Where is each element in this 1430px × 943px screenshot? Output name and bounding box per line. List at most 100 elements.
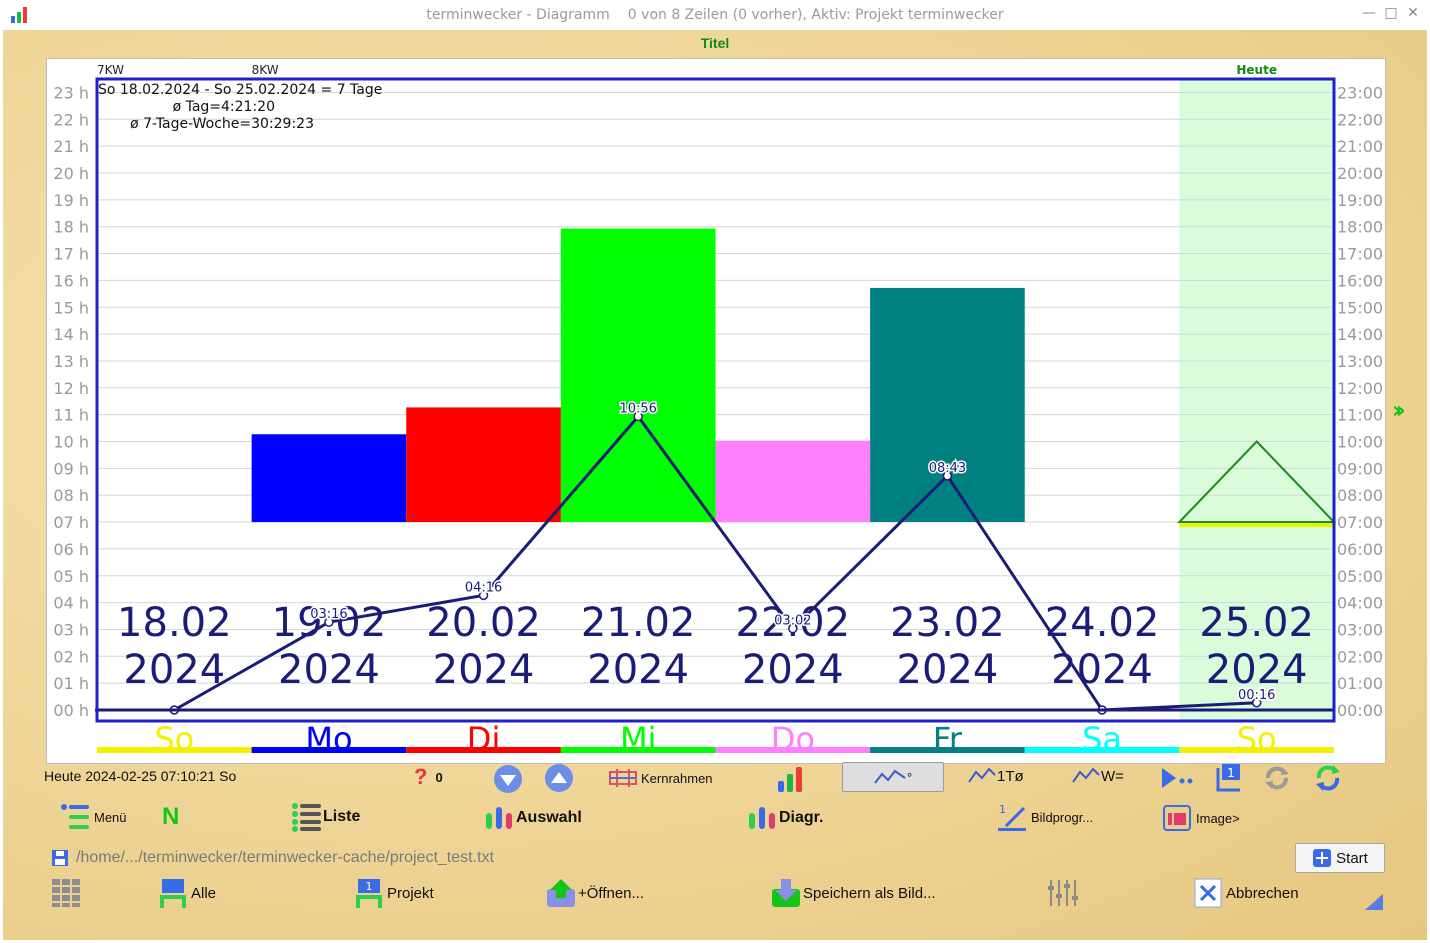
line-mode-label: °	[907, 769, 913, 785]
left-axis-tick: 13 h	[53, 352, 89, 371]
chart-canvas[interactable]: 18.02202419.02202420.02202421.02202422.0…	[47, 59, 1385, 763]
day-date-label: 23.02	[890, 600, 1005, 646]
week-label: 7KW	[97, 63, 124, 77]
menu-button[interactable]: Menü	[60, 803, 127, 831]
cancel-button[interactable]: Abbrechen	[1193, 877, 1299, 909]
help-count-tool[interactable]: ? 0	[414, 764, 443, 790]
day-year-label: 2024	[587, 647, 689, 693]
week-equal-button[interactable]: W=	[1071, 766, 1124, 786]
app-chart-icon	[10, 6, 30, 28]
circle-up-icon	[545, 764, 573, 792]
plus-icon	[1313, 849, 1332, 867]
line-point-label: 03:02	[774, 614, 811, 629]
kernrahmen-label: Kernrahmen	[641, 770, 713, 786]
selection-button[interactable]: Auswahl	[484, 805, 582, 831]
weekday-label: So	[154, 720, 194, 758]
resize-grip-icon[interactable]	[1364, 893, 1384, 915]
scroll-up-button[interactable]	[544, 763, 574, 793]
week-label: 8KW	[252, 63, 279, 77]
refresh-grey-button[interactable]	[1262, 763, 1292, 793]
bar-mo-19-02	[251, 434, 407, 523]
line-point-label: 04:16	[465, 580, 502, 595]
chart-title: Titel	[700, 35, 730, 51]
start-label: Start	[1336, 849, 1368, 867]
left-axis-tick: 10 h	[53, 433, 89, 452]
right-axis-tick: 02:00	[1337, 647, 1383, 666]
oeffnen-label: +Öffnen...	[578, 884, 645, 902]
diagram-mode-button[interactable]	[776, 765, 804, 793]
left-axis-tick: 16 h	[53, 271, 89, 290]
window-title-area: terminwecker - Diagramm 0 von 8 Zeilen (0…	[0, 7, 1430, 23]
file-path: /home/.../terminwecker/terminwecker-cach…	[76, 849, 494, 866]
svg-text:1: 1	[1227, 766, 1235, 780]
weekday-color-strip	[870, 747, 1025, 753]
close-icon[interactable]: ✕	[1407, 5, 1419, 21]
line-graph-icon	[874, 769, 906, 784]
grid-button[interactable]	[51, 878, 81, 908]
question-icon: ?	[414, 764, 428, 789]
bar-chart-icon	[778, 767, 802, 792]
right-axis-tick: 09:00	[1337, 459, 1383, 478]
right-axis-tick: 20:00	[1337, 164, 1383, 183]
right-axis-tick: 22:00	[1337, 110, 1383, 129]
upload-box-icon	[547, 879, 575, 907]
left-axis-tick: 23 h	[53, 83, 89, 102]
svg-text:1: 1	[366, 880, 373, 893]
weekday-label: Mi	[620, 720, 657, 758]
diagram-button[interactable]: Diagr.	[747, 805, 823, 831]
refresh-green-button[interactable]	[1313, 762, 1343, 794]
sync-icon	[1316, 765, 1340, 791]
selection-bars-icon	[486, 807, 512, 829]
start-button[interactable]: Start	[1295, 843, 1385, 873]
bildprogr-label: Bildprogr...	[1031, 809, 1094, 825]
list-view-button[interactable]: Liste	[291, 802, 360, 832]
grid-icon	[52, 879, 80, 907]
diagram-bars-icon	[749, 807, 775, 829]
window-titlebar: terminwecker - Diagramm 0 von 8 Zeilen (0…	[0, 0, 1430, 30]
right-axis-tick: 12:00	[1337, 379, 1383, 398]
kernrahmen-button[interactable]: Kernrahmen	[608, 767, 713, 789]
right-axis-tick: 05:00	[1337, 567, 1383, 586]
line-point-label: 08:43	[929, 461, 966, 476]
line-graph-icon	[1072, 767, 1100, 783]
bar-do-22-02	[715, 440, 871, 523]
line-mode-button[interactable]: °	[842, 762, 944, 792]
save-image-button[interactable]: Speichern als Bild...	[770, 877, 936, 909]
info-day-average: ø Tag=4:21:20	[173, 99, 275, 115]
line-point	[324, 617, 334, 627]
save-disk-icon	[52, 850, 68, 866]
minimize-icon[interactable]: —	[1362, 5, 1376, 21]
list-icon	[292, 803, 321, 832]
weekday-color-strip	[1179, 747, 1334, 753]
calendar-one-button[interactable]: 1	[1214, 762, 1244, 794]
weekday-label: So	[1237, 720, 1277, 758]
all-seat-icon	[160, 879, 186, 908]
maximize-icon[interactable]: □	[1384, 5, 1398, 21]
image-export-button[interactable]: Image>	[1162, 803, 1240, 833]
weekday-label: Mo	[305, 720, 352, 758]
today-shade	[1179, 79, 1334, 721]
project-button[interactable]: 1 Projekt	[354, 877, 434, 909]
w-eq-label: W=	[1101, 767, 1124, 785]
next-page-icon[interactable]: ››	[1392, 396, 1406, 424]
left-axis-tick: 21 h	[53, 137, 89, 156]
day-year-label: 2024	[278, 647, 380, 693]
image-program-button[interactable]: 1 Bildprogr...	[996, 802, 1093, 832]
image-file-icon	[1163, 805, 1191, 831]
info-range: So 18.02.2024 - So 25.02.2024 = 7 Tage	[98, 82, 382, 98]
left-axis-tick: 01 h	[53, 674, 89, 693]
left-axis-tick: 05 h	[53, 567, 89, 586]
day-year-label: 2024	[897, 647, 999, 693]
alle-label: Alle	[191, 884, 217, 902]
play-button[interactable]	[1160, 766, 1194, 790]
open-button[interactable]: +Öffnen...	[545, 877, 644, 909]
duration-line	[173, 414, 1257, 712]
left-axis-tick: 15 h	[53, 298, 89, 317]
scroll-down-button[interactable]	[493, 764, 523, 794]
left-axis-tick: 08 h	[53, 486, 89, 505]
right-axis-tick: 11:00	[1337, 406, 1383, 425]
one-t-average-button[interactable]: 1Tø	[967, 766, 1024, 786]
all-button[interactable]: Alle	[158, 877, 216, 909]
new-button[interactable]: N	[162, 803, 179, 831]
equalizer-button[interactable]	[1047, 878, 1079, 908]
